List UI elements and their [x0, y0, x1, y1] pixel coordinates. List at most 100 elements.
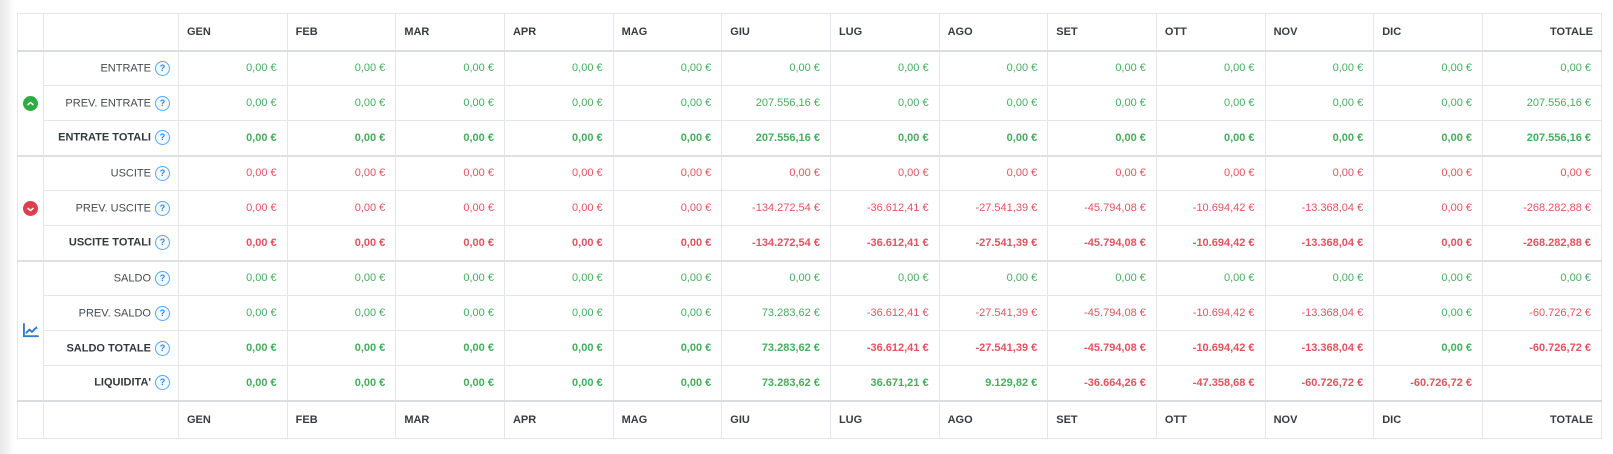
cell-value: 0,00 €	[178, 259, 288, 296]
column-header-month: AGO	[938, 13, 1049, 52]
cell-value: 0,00 €	[612, 120, 723, 156]
cell-value: -36.612,41 €	[829, 330, 940, 366]
footer-total: TOTALE	[1482, 399, 1602, 439]
cell-value: 0,00 €	[938, 49, 1049, 86]
row-label: LIQUIDITA'	[94, 376, 151, 389]
row-label: ENTRATE TOTALI	[58, 131, 151, 144]
cell-value: 0,00 €	[395, 85, 505, 121]
line-chart-icon[interactable]	[22, 323, 39, 338]
cell-value: 0,00 €	[1155, 85, 1266, 121]
help-icon[interactable]: ?	[155, 375, 170, 391]
cell-value: 0,00 €	[1373, 190, 1483, 226]
cell-value: -60.726,72 €	[1373, 365, 1483, 401]
page-left-edge-shadow	[0, 0, 15, 454]
cell-value: -45.794,08 €	[1047, 225, 1157, 261]
cell-value: 0,00 €	[395, 330, 505, 366]
help-icon[interactable]: ?	[155, 270, 170, 286]
cell-value: 0,00 €	[1047, 85, 1157, 121]
table-row: PREV. SALDO? 0,00 €0,00 €0,00 €0,00 €0,00…	[18, 295, 1602, 331]
arrow-down-circle-icon	[23, 200, 38, 216]
table-row: USCITE? 0,00 €0,00 €0,00 €0,00 €0,00 €0,0…	[17, 154, 1602, 261]
corner-cell-label-col	[43, 13, 179, 52]
cell-value: 0,00 €	[286, 330, 397, 366]
column-header-month: MAR	[395, 13, 505, 52]
help-icon[interactable]: ?	[155, 95, 170, 111]
footer-month: MAG	[612, 399, 723, 439]
cell-value: 0,00 €	[395, 190, 505, 226]
cell-value: 0,00 €	[286, 259, 397, 296]
row-label-cell: PREV. USCITE?	[43, 190, 179, 226]
cell-value: -27.541,39 €	[938, 190, 1049, 226]
table-row: PREV. USCITE? 0,00 €0,00 €0,00 €0,00 €0,0…	[18, 190, 1602, 226]
cell-value: 36.671,21 €	[829, 365, 940, 401]
cell-value: 0,00 €	[612, 190, 723, 226]
footer-month: GEN	[178, 399, 288, 439]
cell-value: 0,00 €	[395, 259, 505, 296]
table-footer: GEN FEB MAR APR MAG GIU LUG AGO SET OTT NOV DIC TOTA…	[17, 399, 1602, 439]
cell-value: 0,00 €	[1264, 259, 1375, 296]
cell-value	[1482, 365, 1602, 401]
cell-value: 0,00 €	[395, 295, 505, 331]
cell-value: 0,00 €	[286, 295, 397, 331]
cell-value: 0,00 €	[178, 225, 288, 261]
footer-month: OTT	[1155, 399, 1266, 439]
cell-value: 0,00 €	[829, 49, 940, 86]
help-icon[interactable]: ?	[155, 235, 170, 251]
footer-month: MAR	[395, 399, 505, 439]
group-icon-cell	[17, 49, 44, 156]
table-row: SALDO TOTALE? 0,00 €0,00 €0,00 €0,00 €0,0…	[18, 330, 1602, 366]
cell-value: 0,00 €	[503, 295, 614, 331]
cell-value: -60.726,72 €	[1264, 365, 1375, 401]
cashflow-table: GEN FEB MAR APR MAG GIU LUG AGO SET OTT NOV DIC TOTA…	[17, 13, 1602, 439]
row-label: SALDO	[113, 272, 151, 285]
cell-value: -10.694,42 €	[1155, 225, 1266, 261]
cell-value: 0,00 €	[1373, 225, 1483, 261]
footer-month: SET	[1047, 399, 1157, 439]
column-header-month: SET	[1047, 13, 1157, 52]
footer-month: LUG	[829, 399, 940, 439]
cell-value: 0,00 €	[1264, 49, 1375, 86]
cashflow-table-container: GEN FEB MAR APR MAG GIU LUG AGO SET OTT NOV DIC TOTA…	[17, 13, 1602, 439]
cell-value: 0,00 €	[395, 154, 505, 191]
cell-value: -10.694,42 €	[1155, 295, 1266, 331]
row-label: USCITE TOTALI	[68, 236, 151, 249]
cell-value: 0,00 €	[503, 120, 614, 156]
footer-month: NOV	[1264, 399, 1375, 439]
help-icon[interactable]: ?	[155, 305, 170, 321]
corner-cell-icon-col	[17, 13, 44, 52]
cell-value: -45.794,08 €	[1047, 295, 1157, 331]
cell-value: 0,00 €	[1373, 120, 1483, 156]
cell-value: 0,00 €	[286, 365, 397, 401]
cell-value: 0,00 €	[178, 49, 288, 86]
cell-value: -13.368,04 €	[1264, 330, 1375, 366]
cell-value: 0,00 €	[1482, 154, 1602, 191]
cell-value: 0,00 €	[286, 120, 397, 156]
cell-value: 0,00 €	[503, 259, 614, 296]
cell-value: 0,00 €	[503, 365, 614, 401]
help-icon[interactable]: ?	[155, 200, 170, 216]
cell-value: 0,00 €	[612, 225, 723, 261]
footer-month: AGO	[938, 399, 1049, 439]
cell-value: 207.556,16 €	[1482, 85, 1602, 121]
cell-value: -268.282,88 €	[1482, 190, 1602, 226]
help-icon[interactable]: ?	[155, 340, 170, 356]
help-icon[interactable]: ?	[155, 165, 170, 181]
cell-value: 0,00 €	[286, 49, 397, 86]
cell-value: 0,00 €	[1373, 330, 1483, 366]
help-icon[interactable]: ?	[155, 60, 170, 76]
column-header-month: GEN	[178, 13, 288, 52]
help-icon[interactable]: ?	[155, 130, 170, 146]
row-label-cell: PREV. ENTRATE?	[43, 85, 179, 121]
cell-value: 0,00 €	[612, 259, 723, 296]
column-header-month: FEB	[286, 13, 397, 52]
cell-value: 0,00 €	[1155, 120, 1266, 156]
cell-value: 0,00 €	[178, 120, 288, 156]
column-header-month: GIU	[721, 13, 831, 52]
row-label-cell: SALDO TOTALE?	[43, 330, 179, 366]
cell-value: 0,00 €	[612, 365, 723, 401]
cell-value: -27.541,39 €	[938, 225, 1049, 261]
cell-value: 0,00 €	[1264, 85, 1375, 121]
cell-value: -47.358,68 €	[1155, 365, 1266, 401]
cell-value: -13.368,04 €	[1264, 295, 1375, 331]
cell-value: 0,00 €	[938, 120, 1049, 156]
